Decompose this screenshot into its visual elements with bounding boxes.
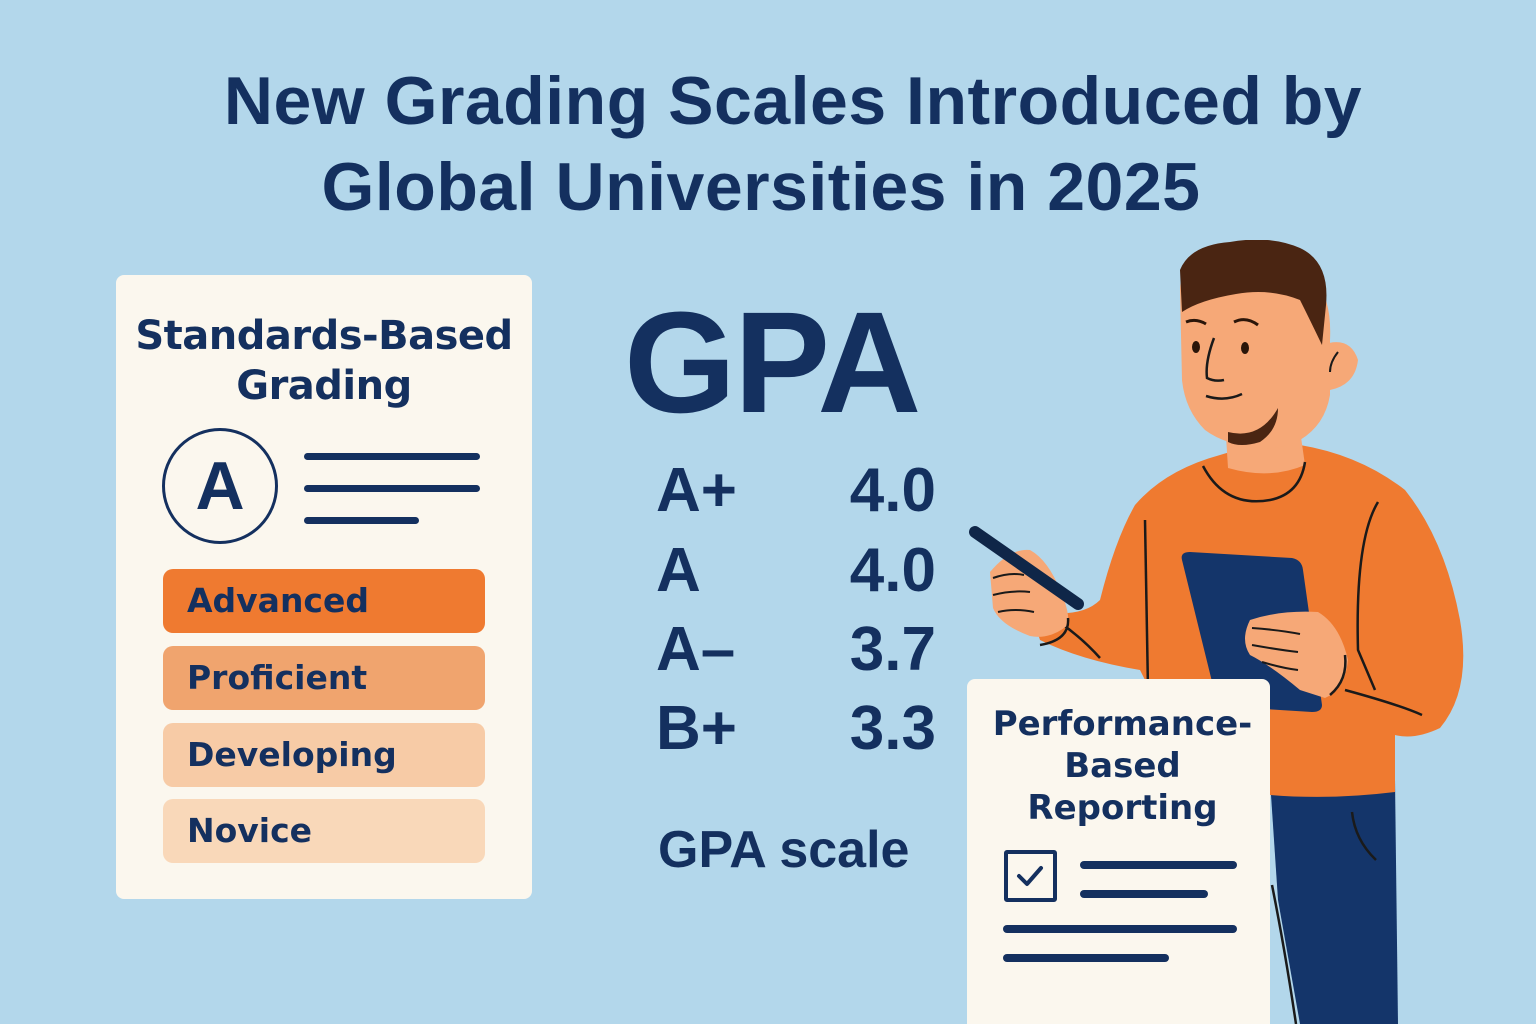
pants [1270, 780, 1398, 1024]
standards-based-grading-card: Standards-Based Grading A Advanced Profi… [116, 275, 532, 899]
gpa-grade: B+ [656, 694, 737, 763]
text-line-icon [1003, 925, 1237, 933]
level-proficient: Proficient [163, 646, 485, 710]
text-line-icon [304, 517, 419, 524]
gpa-grade: A [656, 536, 701, 605]
level-developing: Developing [163, 723, 485, 787]
grade-badge-letter: A [195, 448, 245, 524]
gpa-row: A+ 4.0 [656, 452, 956, 530]
text-line-icon [1003, 954, 1169, 962]
card-title-line-3: Reporting [1027, 788, 1218, 828]
page-title: New Grading Scales Introduced by Global … [0, 58, 1536, 230]
level-label: Novice [187, 811, 313, 850]
gpa-value: 3.7 [849, 615, 936, 684]
text-line-icon [1080, 890, 1208, 898]
gpa-row: B+ 3.3 [656, 690, 956, 768]
gpa-row: A– 3.7 [656, 611, 956, 689]
card-title-line-1: Standards-Based [135, 313, 513, 359]
person-illustration [969, 240, 1464, 1024]
card-title-line-2: Grading [236, 363, 412, 409]
gpa-scale-caption: GPA scale [658, 821, 910, 879]
face [1180, 262, 1331, 449]
card-title: Performance- Based Reporting [967, 703, 1270, 829]
gpa-row: A 4.0 [656, 532, 956, 610]
level-label: Developing [187, 735, 397, 774]
title-line-1: New Grading Scales Introduced by [223, 63, 1363, 139]
card-title-line-1: Performance- [992, 704, 1253, 744]
level-label: Proficient [187, 658, 368, 697]
level-novice: Novice [163, 799, 485, 863]
checkmark-icon [1004, 850, 1057, 902]
gpa-value: 4.0 [849, 456, 936, 525]
gpa-value: 3.3 [849, 694, 936, 763]
level-label: Advanced [187, 581, 369, 620]
grade-a-circle-icon: A [162, 428, 278, 544]
text-line-icon [304, 485, 480, 492]
card-title: Standards-Based Grading [116, 311, 532, 411]
text-line-icon [304, 453, 480, 460]
hair [1180, 240, 1327, 345]
text-line-icon [1080, 861, 1237, 869]
gpa-heading: GPA [624, 282, 921, 443]
pen-icon [969, 526, 1084, 610]
gpa-value: 4.0 [849, 536, 936, 605]
level-advanced: Advanced [163, 569, 485, 633]
gpa-grade: A– [656, 615, 736, 684]
card-title-line-2: Based [1064, 746, 1181, 786]
performance-based-reporting-card: Performance- Based Reporting [967, 679, 1270, 1024]
gpa-grade: A+ [656, 456, 737, 525]
title-line-2: Global Universities in 2025 [321, 149, 1201, 225]
